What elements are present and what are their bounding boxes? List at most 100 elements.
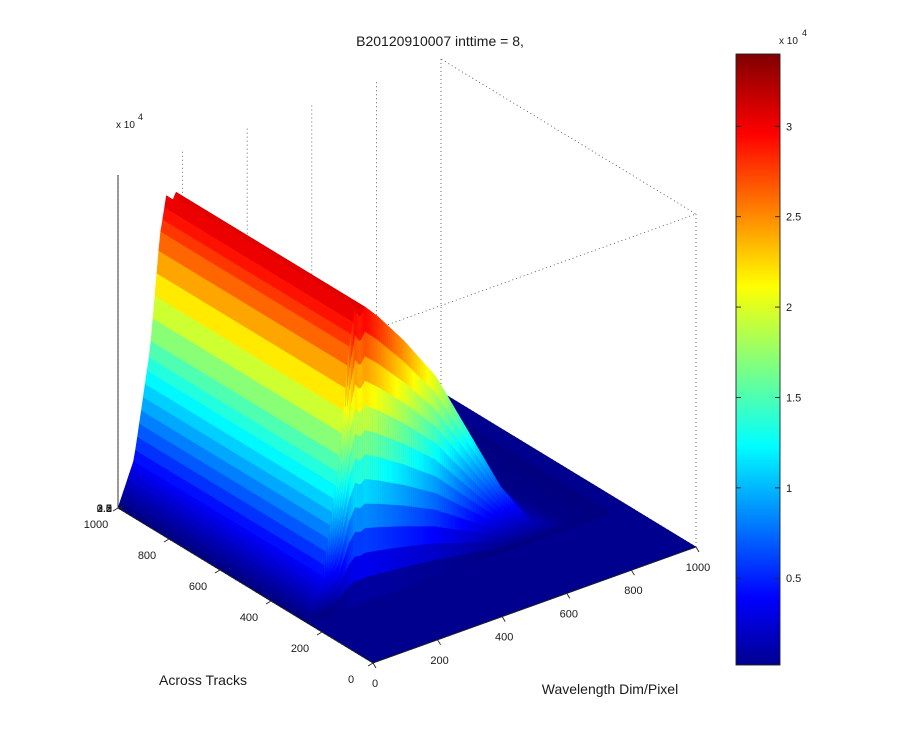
surface-face [444,435,447,455]
surface-face [564,524,567,526]
surface-face [482,550,486,560]
surface-face [451,542,455,557]
surface-face [364,503,367,529]
surface-face [401,546,404,569]
surface-face [387,392,391,417]
surface-face [500,546,503,554]
surface-face [432,542,435,561]
surface-face [407,465,410,487]
surface-face [488,549,491,558]
surface-face [430,508,433,527]
surface-face [382,571,385,596]
colorbar-tick-label: 2.5 [786,212,801,224]
surface-face [432,389,435,410]
surface-face [386,458,389,483]
surface-face [403,402,406,425]
surface-face [397,377,400,401]
surface-face [504,526,507,532]
surface-face [455,502,459,518]
surface-face [455,555,459,570]
surface-face [475,551,478,563]
surface-face [449,399,453,419]
surface-face [407,425,410,447]
surface-face [415,449,418,470]
surface-face [349,583,352,608]
surface-face [399,462,402,485]
surface-face [360,505,364,532]
surface-face [391,329,395,354]
surface-face [378,572,381,598]
surface-face [498,535,501,543]
surface-face [378,526,381,551]
surface-face [432,474,435,493]
surface-face [473,542,476,553]
y-tick-label: 1000 [84,519,108,531]
x-tick-label: 1000 [686,562,710,574]
surface-face [492,521,495,530]
surface-face [479,542,482,552]
surface-face [366,430,369,456]
surface-face [366,356,369,383]
surface-face [560,524,563,526]
surface-face [422,471,426,491]
surface-face [409,466,412,488]
surface-face [386,570,389,595]
surface-face [440,542,443,560]
surface-face [422,452,426,473]
surface-face [457,464,460,481]
surface-face [490,520,493,529]
surface-face [436,542,439,560]
surface-face [368,430,371,456]
surface-face [341,592,344,611]
surface-face [484,525,488,535]
surface-face [517,532,521,537]
surface-face [415,506,418,527]
surface-face [457,542,460,556]
surface-face [440,479,443,497]
surface-face [436,443,439,463]
surface-face [364,478,367,504]
surface-face [463,506,466,520]
surface-face [519,539,522,544]
surface-face [469,520,472,533]
surface-face [471,510,474,523]
surface-face [374,313,377,340]
surface-face [426,383,429,405]
surface-face [384,571,387,596]
surface-face [488,542,491,550]
surface-face [403,484,406,506]
surface-face [434,509,437,527]
z-tick-label: 3 [106,503,112,515]
surface-face [397,462,400,485]
surface-face [449,457,453,474]
surface-face [500,536,503,543]
surface-face [492,548,495,557]
x-axis-label: Wavelength Dim/Pixel [542,681,678,697]
surface-face [358,315,362,341]
surface-face [517,536,521,541]
surface-face [353,555,356,583]
surface-face [446,527,449,543]
surface-face [389,438,393,462]
surface-face [405,362,408,386]
surface-face [413,467,416,489]
surface-face [417,526,420,546]
surface-face [480,515,484,526]
surface-face [513,536,517,541]
surface-face [372,479,375,504]
surface-face [488,534,491,543]
surface-face [511,540,515,546]
surface-face [453,406,457,425]
surface-face [366,503,369,529]
surface-face [356,410,360,437]
surface-face [459,479,462,495]
surface-face [508,536,511,542]
surface-face [372,503,375,528]
surface-face [430,439,433,459]
surface-face [354,506,358,533]
surface-face [455,462,459,479]
surface-face [449,542,453,558]
surface-face [405,566,408,588]
surface-face [486,518,490,528]
surface-face [391,569,395,593]
